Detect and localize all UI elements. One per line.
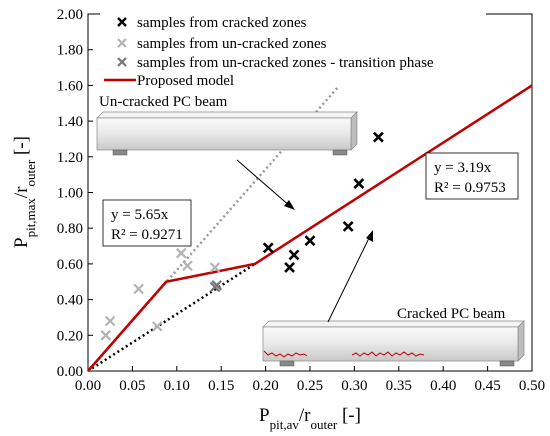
cracked-beam-support-left [279,360,295,367]
y-tick-label: 1.00 [57,186,83,202]
equation-box-frame-cracked [425,152,519,200]
x-tick-label: 0.45 [474,378,500,394]
data-point-uncracked [100,330,112,341]
data-point-uncracked [151,321,163,332]
y-tick-label: 0.80 [57,221,83,237]
uncracked-beam-front [96,117,352,151]
data-point-uncracked [175,247,187,259]
cracked-beam-front [262,326,519,362]
data-point-cracked [353,178,365,189]
equation-uncracked: y = 5.65x [111,207,169,223]
uncracked-beam-label: Un-cracked PC beam [99,94,228,110]
uncracked-beam-support-left [112,149,128,156]
x-tick-label: 0.05 [119,378,145,394]
arrow-head-cracked [366,230,373,242]
y-tick-label: 2.00 [57,7,83,23]
cracked-beam-illustration [262,320,525,367]
data-point-cracked [342,220,354,232]
data-point-cracked [372,131,384,143]
y-tick-label: 1.40 [57,114,83,130]
data-point-uncracked [182,260,193,271]
arrow-head-uncracked [284,200,295,210]
legend-marker-uncracked [117,38,127,48]
x-tick-label: 0.30 [341,378,367,394]
data-point-uncracked [104,315,116,327]
data-point-uncracked [209,262,221,273]
x-tick-label: 0.25 [297,378,323,394]
x-tick-label: 0.40 [430,378,456,394]
legend-label-transition: samples from un-cracked zones - transiti… [137,55,434,71]
equation-cracked: y = 3.19x [434,160,492,176]
uncracked-beam-end [350,111,358,151]
trendline-equation-box-uncracked: y = 5.65x R² = 0.9271 [102,199,192,247]
x-tick-label: 0.15 [208,378,234,394]
trendline-cracked [87,262,256,373]
y-tick-label: 1.80 [57,43,83,59]
proposed-model-line [87,84,533,372]
cracked-beam-support-right [499,360,515,367]
equation-box-frame-uncracked [102,199,192,247]
legend-label-uncracked: samples from un-cracked zones [137,36,327,52]
y-axis-title: Ppit,max/router [-] [11,136,38,248]
y-tick-label: 0.20 [57,328,83,344]
trendline-equation-box-cracked: y = 3.19x R² = 0.9753 [425,152,519,200]
y-tick-label: 1.60 [57,78,83,94]
x-axis-title: Ppit,av/router [-] [259,405,361,432]
data-markers [100,131,384,341]
arrow-to-uncracked-trend [236,159,292,208]
uncracked-beam-support-right [332,149,348,156]
legend-marker-transition [117,57,127,67]
x-axis-ticks: 0.00 0.05 0.10 0.15 0.20 0.25 0.30 0.35 0.40 0.45… [75,366,545,394]
data-point-cracked [262,242,274,254]
legend-frame [100,12,486,87]
data-point-cracked [284,262,295,273]
x-tick-label: 0.50 [519,378,545,394]
y-tick-label: 0.40 [57,293,83,309]
cracked-beam-label: Cracked PC beam [397,306,506,322]
y-tick-label: 0.60 [57,257,83,273]
x-tick-label: 0.20 [252,378,278,394]
data-point-transition [211,280,223,291]
data-point-uncracked [133,283,144,295]
y-tick-label: 0.00 [57,364,83,380]
crack-pattern-right [351,351,425,357]
cracked-beam-end [517,320,525,362]
legend-marker-cracked [117,17,127,27]
y-tick-label: 1.20 [57,150,83,166]
y-axis-ticks: 0.00 0.20 0.40 0.60 0.80 1.00 1.20 1.40 1.60 1.80… [57,7,93,380]
legend-label-model: Proposed model [137,73,234,89]
uncracked-beam-top [96,111,358,119]
x-tick-label: 0.35 [386,378,412,394]
arrow-to-cracked-trend [327,233,372,323]
crack-pattern-left [263,350,308,358]
data-point-cracked [304,235,316,247]
data-point-cracked [288,249,300,261]
uncracked-beam-illustration [96,111,358,156]
x-tick-label: 0.10 [164,378,190,394]
r2-uncracked: R² = 0.9271 [111,227,183,243]
x-tick-label: 0.00 [75,378,101,394]
legend: samples from cracked zones samples from … [100,12,486,89]
legend-label-cracked: samples from cracked zones [137,15,307,31]
r2-cracked: R² = 0.9753 [434,180,506,196]
annotation-arrows [236,159,373,323]
